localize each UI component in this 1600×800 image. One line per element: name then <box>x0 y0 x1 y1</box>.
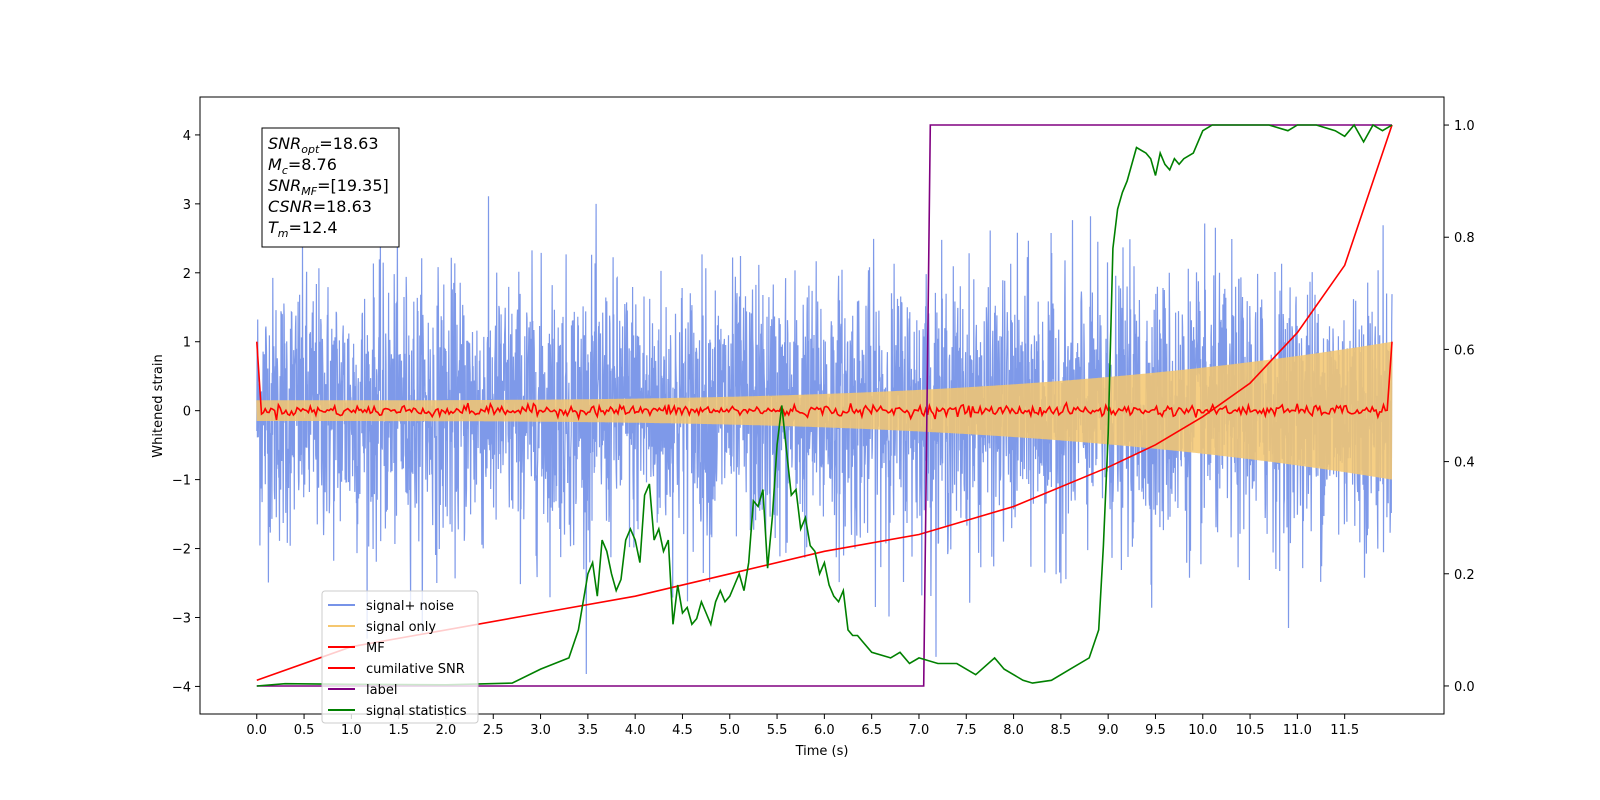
y2-tick-label: 1.0 <box>1454 119 1475 134</box>
x-tick-label: 2.5 <box>483 723 504 738</box>
info-box-frame <box>261 127 400 248</box>
legend-label: signal+ noise <box>366 599 454 614</box>
x-tick-label: 11.5 <box>1330 723 1359 738</box>
x-tick-label: 5.5 <box>767 723 788 738</box>
x-tick-label: 1.0 <box>341 723 362 738</box>
x-tick-label: 10.5 <box>1236 723 1265 738</box>
y-tick-label: −4 <box>172 680 191 695</box>
x-tick-label: 3.0 <box>530 723 551 738</box>
y-tick-label: 4 <box>183 129 191 144</box>
x-tick-label: 7.0 <box>909 723 930 738</box>
x-tick-label: 4.0 <box>625 723 646 738</box>
x-tick-label: 8.0 <box>1003 723 1024 738</box>
y-tick-label: 3 <box>183 198 191 213</box>
info-box: SNRopt=18.63Mc=8.76SNRMF=[19.35]CSNR=18.… <box>261 127 400 248</box>
x-tick-label: 9.5 <box>1145 723 1166 738</box>
x-tick-label: 5.0 <box>719 723 740 738</box>
series-mf <box>256 341 1393 421</box>
legend-frame <box>321 590 479 724</box>
y-axis-left: −4 −3 −2 −1 0 1 2 3 4 <box>172 129 200 695</box>
x-axis-label: Time (s) <box>795 744 849 759</box>
x-tick-label: 9.0 <box>1098 723 1119 738</box>
info-line: Tm=12.4 <box>268 218 338 240</box>
x-tick-label: 1.5 <box>388 723 409 738</box>
y2-tick-label: 0.4 <box>1454 456 1475 471</box>
series-signal-statistics <box>256 123 1393 687</box>
y-tick-label: −2 <box>172 543 191 558</box>
y2-tick-label: 0.2 <box>1454 568 1475 583</box>
axes-frame <box>199 96 1445 715</box>
legend-label: signal only <box>366 620 436 635</box>
info-line: SNRMF=[19.35] <box>268 176 389 198</box>
x-tick-label: 0.5 <box>294 723 315 738</box>
series-label <box>256 124 1392 687</box>
y-tick-label: −3 <box>172 611 191 626</box>
y2-tick-label: 0.8 <box>1454 231 1475 246</box>
legend-label: signal statistics <box>366 704 467 719</box>
x-tick-label: 4.5 <box>672 723 693 738</box>
x-tick-label: 7.5 <box>956 723 977 738</box>
y2-tick-label: 0.6 <box>1454 343 1475 358</box>
info-line: SNRopt=18.63 <box>268 134 379 156</box>
legend-label: MF <box>366 641 385 656</box>
info-line: CSNR=18.63 <box>268 197 372 216</box>
series-signal-only <box>256 341 1393 480</box>
y-tick-label: −1 <box>172 474 191 489</box>
x-tick-label: 8.5 <box>1051 723 1072 738</box>
y2-tick-label: 0.0 <box>1454 680 1475 695</box>
series-cumulative-snr <box>256 124 1393 682</box>
info-line: Mc=8.76 <box>268 155 337 177</box>
y-axis-label: Whitened strain <box>151 354 166 457</box>
y-tick-label: 1 <box>183 336 191 351</box>
plot-area <box>256 123 1393 687</box>
y-tick-label: 2 <box>183 267 191 282</box>
legend: signal+ noise signal only MF cumilative SNR… <box>321 590 479 724</box>
x-tick-label: 3.5 <box>578 723 599 738</box>
x-tick-label: 6.5 <box>861 723 882 738</box>
x-tick-label: 0.0 <box>246 723 267 738</box>
legend-label: cumilative SNR <box>366 662 465 677</box>
legend-label: label <box>366 683 397 698</box>
y-axis-right: 0.0 0.2 0.4 0.6 0.8 1.0 <box>1444 119 1475 695</box>
x-tick-label: 10.0 <box>1188 723 1217 738</box>
x-tick-label: 2.0 <box>436 723 457 738</box>
x-axis: 0.0 0.5 1.0 1.5 2.0 2.5 3.0 3.5 4.0 4.5 5.0 5.5 6.0 6… <box>246 714 1359 738</box>
x-tick-label: 6.0 <box>814 723 835 738</box>
y-tick-label: 0 <box>183 405 191 420</box>
x-tick-label: 11.0 <box>1283 723 1312 738</box>
